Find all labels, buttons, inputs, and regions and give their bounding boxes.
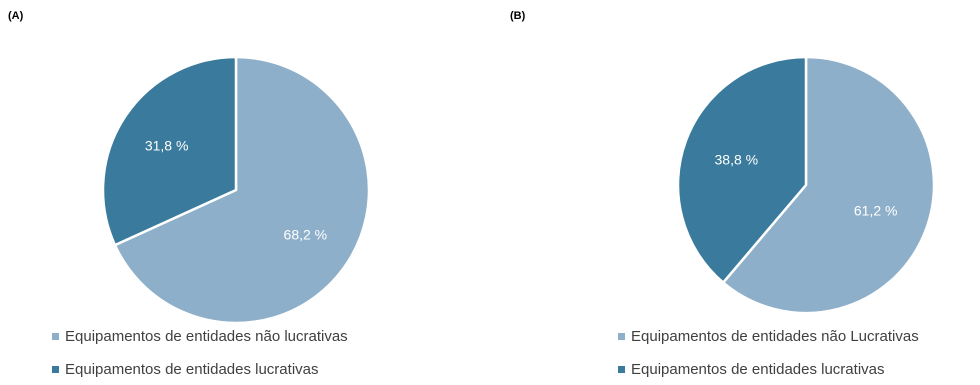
- legend-item: Equipamentos de entidades não Lucrativas: [618, 328, 919, 345]
- pie-slice: [101, 55, 238, 247]
- panel-label-a: (A): [8, 10, 24, 22]
- legend-label: Equipamentos de entidades lucrativas: [631, 361, 885, 378]
- legend-swatch: [52, 333, 59, 340]
- pie-chart-b: 61,2 % 38,8 %: [676, 55, 936, 315]
- slice-data-label: 68,2 %: [284, 227, 328, 243]
- legend-swatch: [52, 366, 59, 373]
- pie-slice: [676, 55, 808, 284]
- legend-swatch: [618, 333, 625, 340]
- pie-slice: [721, 55, 936, 315]
- legend-item: Equipamentos de entidades lucrativas: [52, 361, 319, 378]
- legend-label: Equipamentos de entidades não Lucrativas: [631, 328, 919, 345]
- legend-swatch: [618, 366, 625, 373]
- pie-slice: [113, 55, 371, 325]
- slice-data-label: 61,2 %: [854, 203, 898, 219]
- panel-label-b: (B): [510, 10, 526, 22]
- chart-panel-a: (A) 68,2 % 31,8 % Equipamentos de entidad…: [8, 10, 371, 378]
- slice-data-label: 31,8 %: [145, 137, 189, 153]
- legend-item: Equipamentos de entidades lucrativas: [618, 361, 885, 378]
- legend-item: Equipamentos de entidades não lucrativas: [52, 328, 348, 345]
- legend-label: Equipamentos de entidades não lucrativas: [65, 328, 348, 345]
- legend-label: Equipamentos de entidades lucrativas: [65, 361, 319, 378]
- pie-chart-a: 68,2 % 31,8 %: [101, 55, 371, 325]
- chart-panel-b: (B) 61,2 % 38,8 % Equipamentos de entidad…: [490, 0, 980, 385]
- slice-data-label: 38,8 %: [715, 151, 759, 167]
